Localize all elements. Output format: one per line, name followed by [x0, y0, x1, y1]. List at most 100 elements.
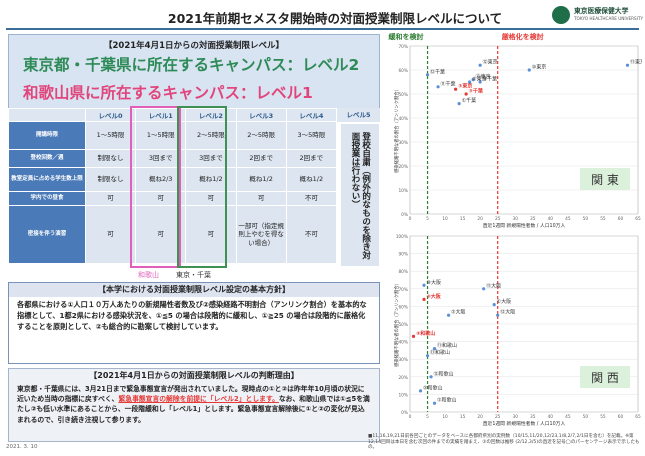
- data-point: [411, 334, 416, 338]
- level-summary-box: 【2021年4月1日からの対面授業制限レベル】 東京都・千葉県に所在するキャンパ…: [8, 34, 380, 114]
- x-tick-label: 20: [477, 216, 483, 222]
- data-point: [418, 389, 423, 393]
- y-axis-label: 感染経路不明な者の割合（アンリンク割合）: [393, 281, 400, 367]
- x-axis-label: 直近1週間 新規陽性者数 / 人口10万人: [483, 420, 566, 427]
- x-tick-label: 50: [583, 216, 589, 222]
- table-cell: 可: [235, 191, 287, 206]
- y-tick-label: 20%: [398, 164, 408, 170]
- y-tick-label: 30%: [398, 357, 408, 363]
- y-tick-label: 40%: [398, 116, 408, 122]
- reason-box: 【2021年4月1日からの対面授業制限レベルの判断理由】 東京都・千葉県には、3…: [8, 368, 380, 442]
- point-label: ⑪東京: [630, 59, 642, 66]
- table-cell: 不可: [285, 205, 338, 264]
- y-tick-label: 40%: [398, 340, 408, 346]
- level-2-caption: 東京・千葉: [176, 271, 211, 279]
- x-tick-label: 40: [548, 414, 554, 420]
- point-label: ⑫大阪: [500, 309, 515, 316]
- footnote: ■11,16,19,21日前各回ごとのデータをベースに各都府県別の実例数（10/…: [368, 434, 640, 451]
- data-point: [478, 63, 482, 67]
- point-label: ⑩東京: [532, 64, 546, 71]
- point-label: ⑪和歌山: [437, 342, 457, 349]
- logo-name: 東京医療保健大学: [574, 7, 629, 15]
- y-tick-label: 50%: [398, 92, 408, 98]
- x-tick-label: 55: [600, 414, 606, 420]
- point-label: ⑬和歌山: [430, 349, 450, 356]
- table-cell: 2回まで: [285, 149, 338, 168]
- kanto-chart: 70% 60% 50% 40% 30% 20% 10% 0%0 5 10 15 20 25 30 35 40 4…: [389, 32, 642, 229]
- x-tick-label: 25: [495, 216, 501, 222]
- point-label: ③東京: [458, 83, 472, 90]
- point-label: ⑪大阪: [486, 282, 501, 289]
- reason-body: 東京都・千葉県には、3月21日まで緊急事態宣言が発出されていました。現時点の①と…: [9, 383, 379, 426]
- data-point: [482, 287, 486, 291]
- level-5-note: 登校自粛（例外的なものを除き対面授業は行わない）: [341, 124, 379, 266]
- level-table: レベル0 レベル1 レベル2 レベル3 レベル4 開講時限 1〜5時限 1〜5時…: [8, 108, 338, 264]
- level-1-highlight: [130, 106, 181, 268]
- data-point: [425, 354, 430, 358]
- y-tick-label: 20%: [398, 375, 408, 381]
- x-tick-label: 45: [565, 414, 571, 420]
- reason-text-1: 東京都・千葉県には、3月21日まで緊急事態宣言が発出されていました。現時点の①と…: [17, 385, 365, 404]
- x-tick-label: 40: [548, 216, 554, 222]
- data-point: [454, 87, 458, 91]
- data-point: [432, 347, 437, 351]
- point-label: ⑪千葉: [441, 80, 456, 87]
- relax-threshold-label: 緩和を検討: [389, 32, 424, 41]
- x-tick-label: 15: [460, 414, 466, 420]
- point-label: ⑩大阪: [427, 279, 441, 286]
- y-tick-label: 70%: [398, 44, 408, 50]
- table-cell: 制限なし: [84, 167, 137, 192]
- table-cell: 概ね1/2: [185, 167, 237, 192]
- row-label-lunch: 学内での昼食: [8, 191, 86, 206]
- row-label-attendance: 登校回数／週: [8, 149, 86, 168]
- table-cell: 2〜5時限: [235, 121, 287, 150]
- x-tick-label: 10: [442, 216, 448, 222]
- table-cell: 2〜5時限: [185, 121, 237, 150]
- table-cell: 可: [185, 205, 237, 264]
- table-cell: 3〜5時限: [285, 121, 338, 150]
- y-tick-label: 0%: [401, 212, 408, 218]
- y-tick-label: 30%: [398, 140, 408, 146]
- x-tick-label: 65: [635, 216, 641, 222]
- title-divider: [6, 28, 639, 30]
- data-point: [478, 80, 482, 84]
- tokyo-chiba-level: 東京都・千葉県に所在するキャンパス：レベル2: [23, 56, 360, 74]
- point-label: ⑫東京: [483, 59, 498, 66]
- y-tick-label: 10%: [398, 392, 408, 398]
- level-0-header: レベル0: [84, 108, 137, 122]
- data-point: [527, 68, 531, 72]
- table-cell: 3回まで: [135, 149, 187, 168]
- y-tick-label: 10%: [398, 188, 408, 194]
- point-label: ⑫和歌山: [434, 370, 454, 377]
- level-3-header: レベル3: [235, 108, 287, 122]
- table-cell: 不可: [285, 191, 338, 206]
- point-label: ③千葉: [469, 88, 484, 95]
- y-tick-label: 60%: [398, 304, 408, 310]
- point-label: ⑬東京: [476, 73, 491, 80]
- point-label: ③和歌山: [416, 330, 435, 337]
- reason-emphasis: 緊急事態宣言の解除を前提に「レベル2」とします。: [118, 395, 279, 404]
- level-summary-header: 【2021年4月1日からの対面授業制限レベル】: [104, 41, 284, 51]
- point-label: ①千葉: [462, 97, 476, 104]
- level-5-note-text: 登校自粛（例外的なものを除き対面授業は行わない）: [350, 132, 371, 260]
- table-cell: 1〜5時限: [84, 121, 137, 150]
- x-tick-label: 60: [618, 216, 624, 222]
- y-tick-label: 70%: [398, 287, 408, 293]
- charts-area: 70%60%50%40%30%20%10%0%0 5 10 15 20 25 30 35 40 4…: [389, 32, 642, 427]
- x-tick-label: 60: [618, 414, 624, 420]
- table-cell: 概ね1/2: [235, 167, 287, 192]
- x-tick-label: 0: [409, 216, 412, 222]
- region-label-bg: [580, 366, 630, 388]
- table-cell: 可: [84, 205, 137, 264]
- reason-text-2: なお、和歌山県では①≦5を満たし②も低い水準にあることから、一段階緩和し「レベル…: [17, 395, 370, 424]
- y-tick-label: 0%: [401, 410, 408, 416]
- policy-header: 【本学における対面授業制限レベル設定の基本方針】: [9, 283, 379, 297]
- level-table-corner: [8, 108, 86, 122]
- point-label: ②和歌山: [423, 384, 442, 391]
- level-4-header: レベル4: [285, 108, 338, 122]
- data-point: [492, 303, 496, 307]
- x-tick-label: 50: [583, 414, 589, 420]
- wakayama-level: 和歌山県に所在するキャンパス：レベル1: [23, 84, 313, 102]
- x-tick-label: 35: [530, 414, 536, 420]
- x-tick-label: 45: [565, 216, 571, 222]
